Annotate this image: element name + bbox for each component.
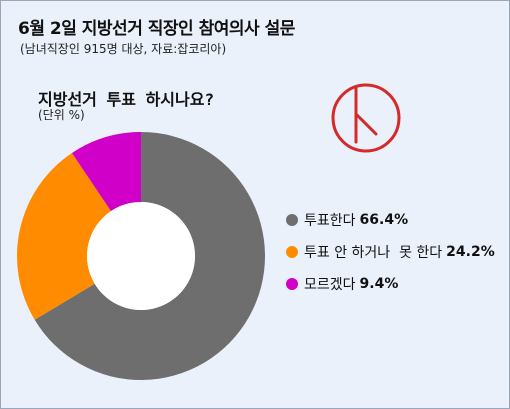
legend-dot <box>286 246 298 258</box>
legend-value: 9.4% <box>359 276 399 292</box>
survey-question: 지방선거 투표 하시나요? <box>38 90 215 109</box>
logo-ring <box>331 83 401 153</box>
legend-label: 투표 안 하거나 못 한다 <box>304 245 443 261</box>
logo-mark <box>354 86 378 144</box>
legend-label: 투표한다 <box>304 213 356 229</box>
pie-slice-1 <box>34 132 266 381</box>
unit-label: (단위 %) <box>38 108 85 122</box>
legend-item-unknown: 모르겠다 9.4% <box>286 275 495 293</box>
pie-slice-3 <box>71 132 141 212</box>
legend-label: 모르겠다 <box>304 277 356 293</box>
chart-subtitle: (남녀직장인 915명 대상, 자료:잡코리아) <box>20 42 227 56</box>
donut-hole <box>87 202 195 310</box>
legend-value: 24.2% <box>446 244 495 260</box>
legend-item-no: 투표 안 하거나 못 한다 24.2% <box>286 243 495 261</box>
pie-slice-2 <box>16 153 111 320</box>
legend-dot <box>286 214 298 226</box>
legend-dot <box>286 278 298 290</box>
election-logo-icon <box>331 83 401 153</box>
legend-value: 66.4% <box>359 212 409 228</box>
legend: 투표한다 66.4% 투표 안 하거나 못 한다 24.2% 모르겠다 9.4% <box>286 211 495 307</box>
legend-item-yes: 투표한다 66.4% <box>286 211 495 229</box>
chart-title: 6월 2일 지방선거 직장인 참여의사 설문 <box>18 19 295 39</box>
